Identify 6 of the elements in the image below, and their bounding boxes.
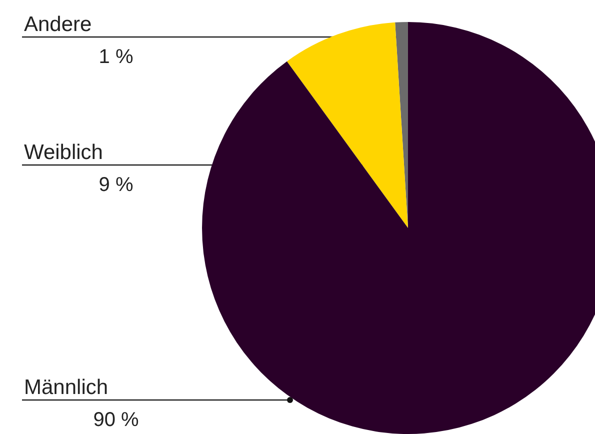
- slice-label: Andere: [24, 13, 92, 36]
- slice-label: Weiblich: [24, 141, 103, 164]
- data-label: 90 %: [93, 409, 140, 431]
- data-label: 1 %: [98, 46, 134, 68]
- data-label: 9 %: [98, 174, 134, 196]
- slice-label: Männlich: [24, 376, 108, 399]
